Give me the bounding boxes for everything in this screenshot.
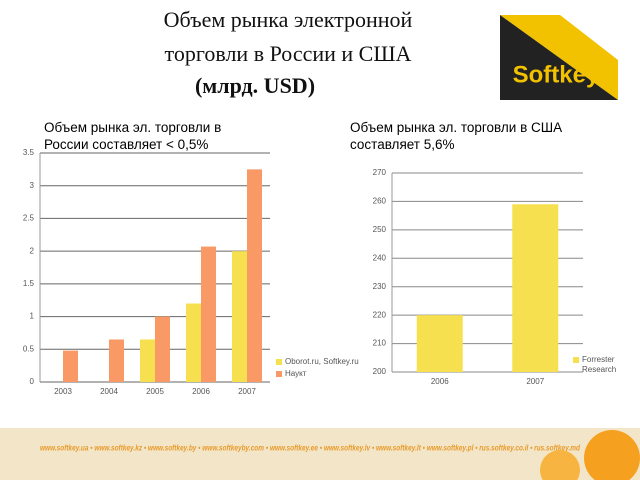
title-line: Объем рынка электронной: [164, 7, 413, 32]
legend-swatch: [573, 357, 579, 363]
y-tick-label: 250: [373, 225, 387, 234]
logo-text: Softkey: [513, 61, 600, 88]
y-tick-label: 2: [30, 246, 35, 255]
x-tick-label: 2006: [192, 387, 210, 396]
y-tick-label: 1.5: [23, 279, 35, 288]
y-tick-label: 0: [30, 377, 35, 386]
y-tick-label: 2.5: [23, 214, 35, 223]
y-tick-label: 240: [373, 253, 387, 262]
y-tick-label: 230: [373, 282, 387, 291]
chart-subtitle: Объем рынка эл. торговли в России составл…: [44, 120, 221, 152]
legend-label: Oborot.ru, Softkey.ru: [285, 357, 359, 366]
bar: [63, 350, 78, 382]
legend-swatch: [276, 371, 282, 377]
legend-label: Forrester Research: [582, 355, 616, 374]
bar: [247, 169, 262, 382]
bar: [186, 303, 201, 382]
x-tick-label: 2005: [146, 387, 164, 396]
y-tick-label: 270: [373, 168, 387, 177]
bar: [109, 339, 124, 382]
title-line: торговли в России и США: [165, 41, 412, 66]
bar: [416, 315, 463, 372]
bar: [155, 316, 170, 382]
y-tick-label: 200: [373, 367, 387, 376]
y-tick-label: 0.5: [23, 344, 35, 353]
x-tick-label: 2007: [526, 377, 544, 386]
y-tick-label: 210: [373, 339, 387, 348]
legend-swatch: [276, 359, 282, 365]
orange-decor: [584, 430, 640, 480]
chart-subtitle: Объем рынка эл. торговли в США составляет…: [350, 120, 562, 152]
x-tick-label: 2006: [431, 377, 449, 386]
y-tick-label: 260: [373, 197, 387, 206]
title-line: (млрд. USD): [195, 73, 315, 98]
footer-band: [0, 428, 640, 480]
bar: [512, 204, 559, 372]
legend-label: Наукт: [285, 369, 307, 378]
bar: [140, 339, 155, 382]
y-tick-label: 220: [373, 310, 387, 319]
logo: Softkey: [500, 15, 618, 100]
orange-decor: [540, 450, 580, 480]
footer-links: www.softkey.ua • www.softkey.kz • www.so…: [40, 442, 581, 452]
x-tick-label: 2007: [238, 387, 256, 396]
y-tick-label: 3.5: [23, 148, 35, 157]
bar: [201, 246, 216, 382]
x-tick-label: 2004: [100, 387, 118, 396]
bar: [232, 251, 247, 382]
x-tick-label: 2003: [54, 387, 72, 396]
y-tick-label: 1: [30, 312, 35, 321]
y-tick-label: 3: [30, 181, 35, 190]
